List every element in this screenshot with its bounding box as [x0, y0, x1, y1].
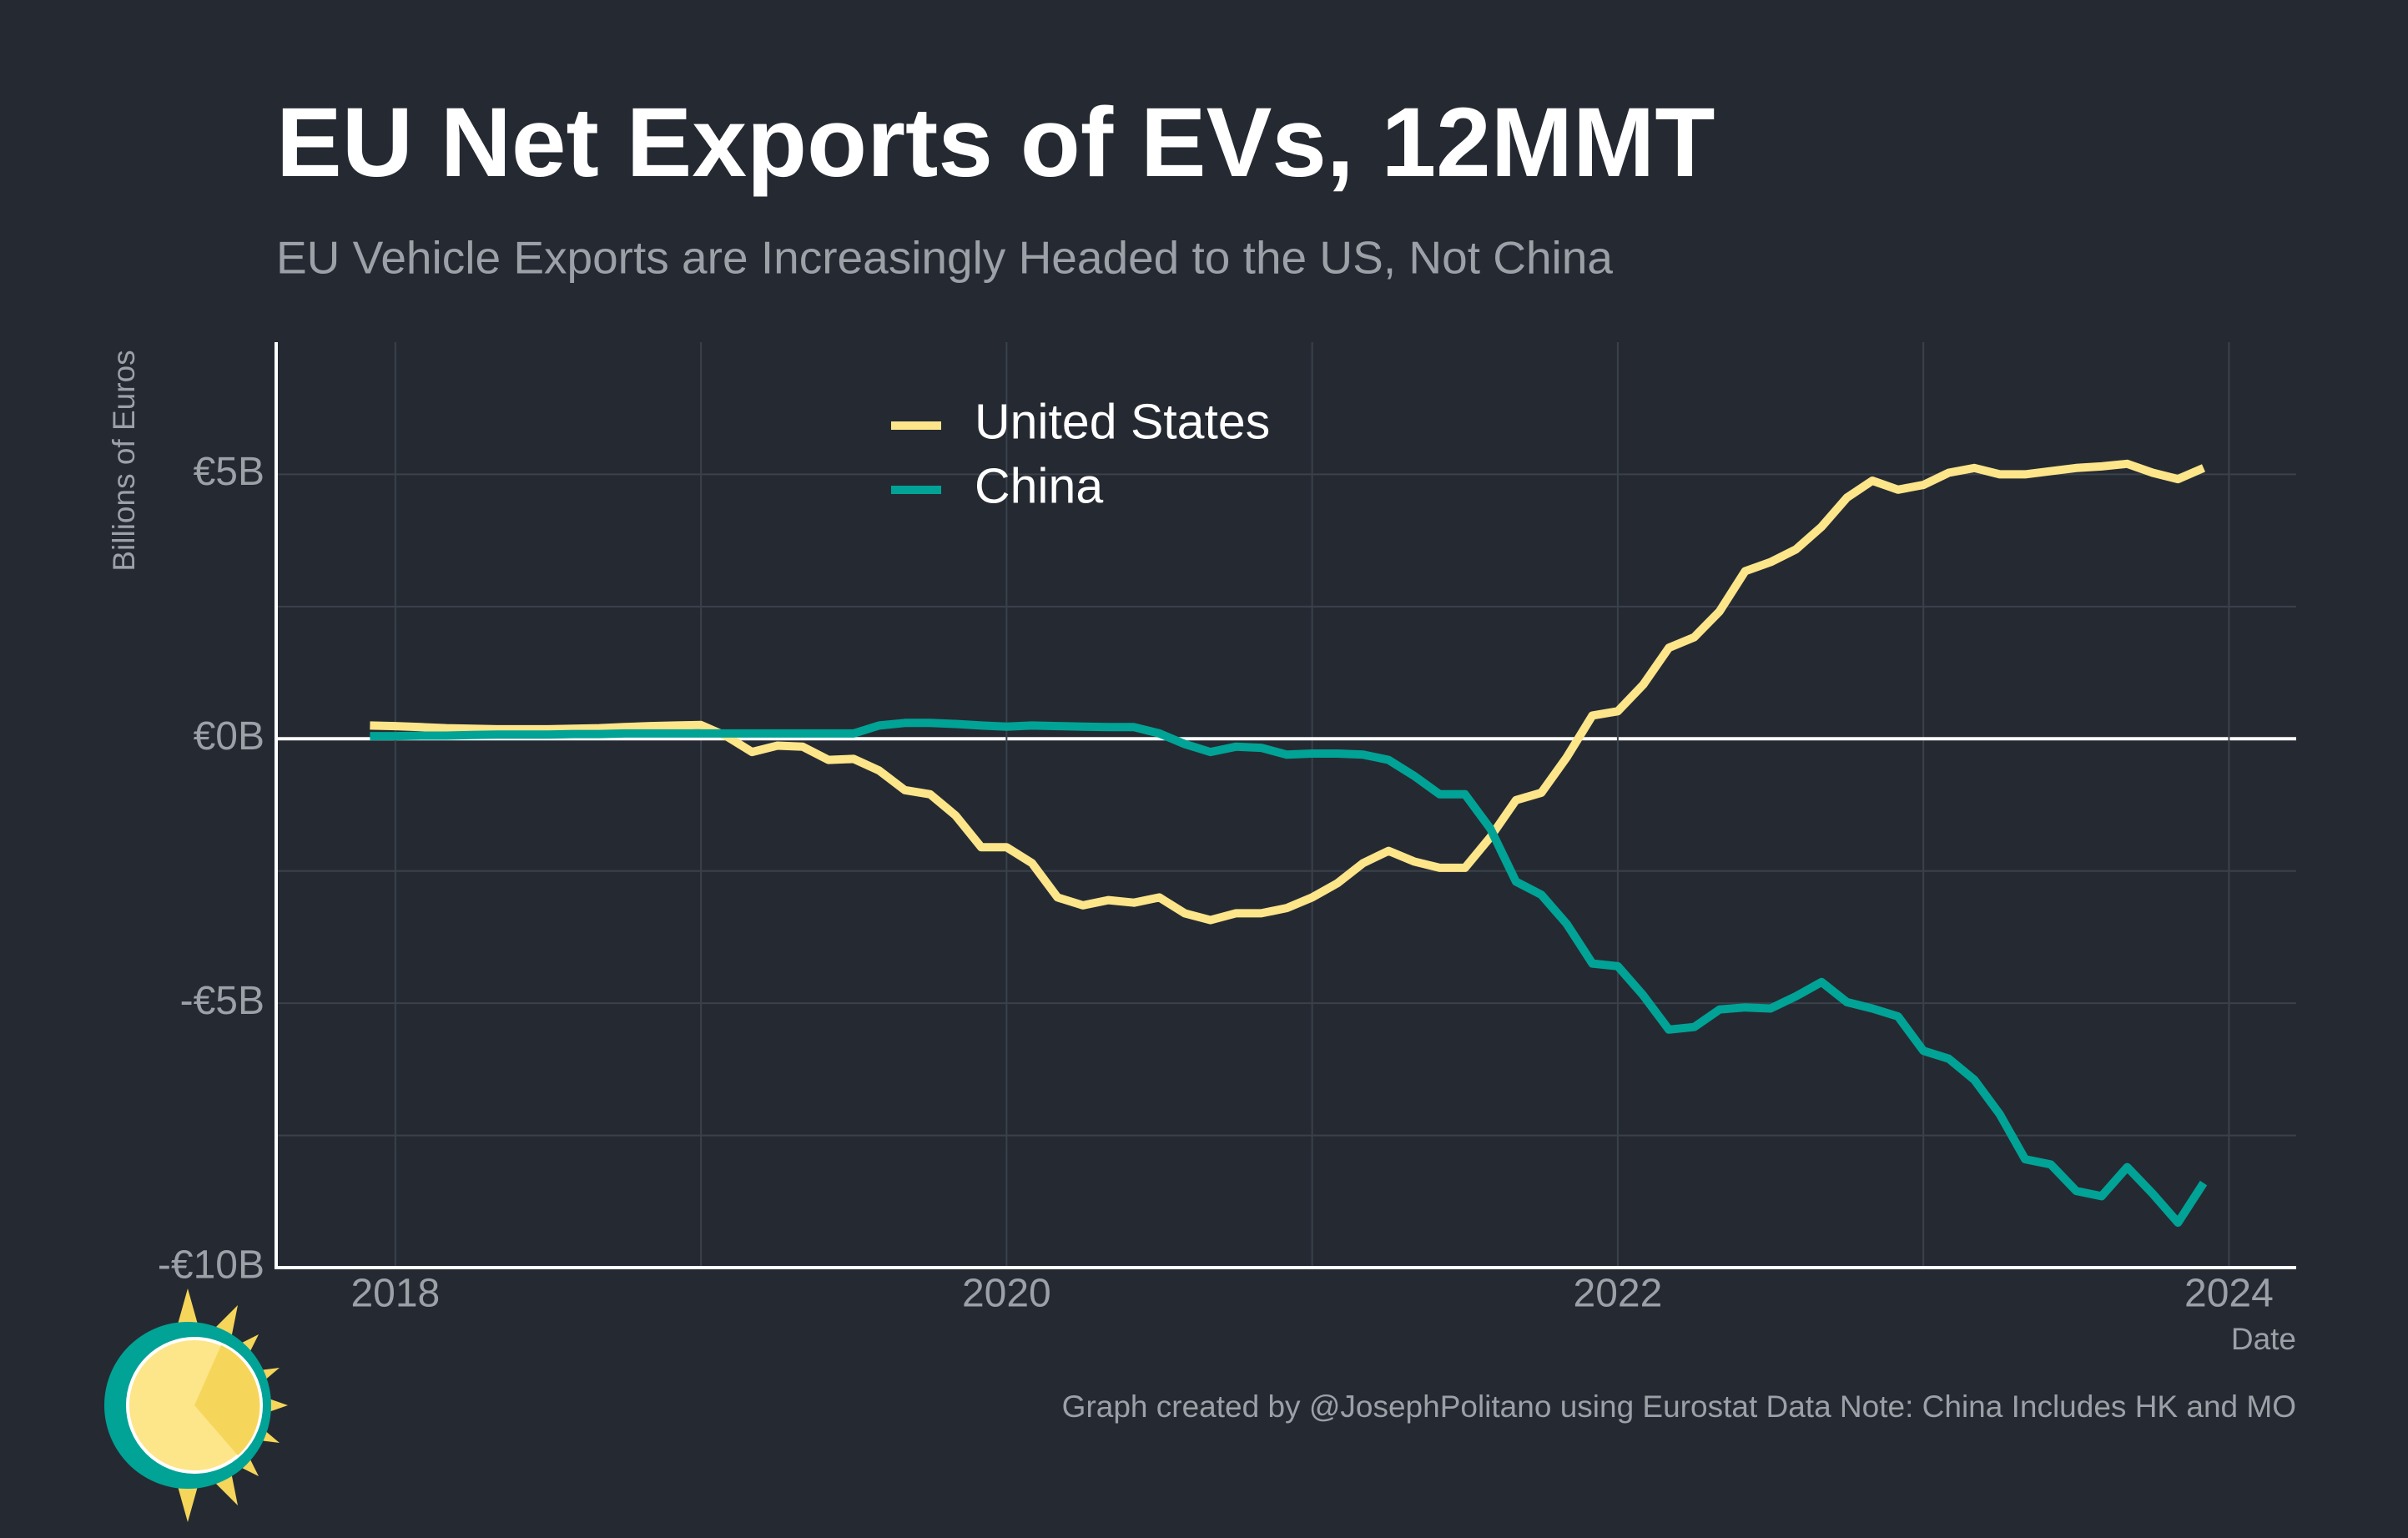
- logo: [104, 1288, 288, 1522]
- x-tick-label: 2020: [962, 1272, 1051, 1316]
- x-tick-label: 2018: [350, 1272, 440, 1316]
- y-tick-label: -€5B: [180, 979, 264, 1023]
- legend-label: United States: [975, 395, 1270, 450]
- series-line: [370, 459, 2205, 925]
- chart-subtitle: EU Vehicle Exports are Increasingly Head…: [276, 232, 1613, 284]
- caption: Graph created by @JosephPolitano using E…: [1062, 1389, 2296, 1424]
- series-line: [370, 719, 2208, 1228]
- y-tick-label: €0B: [194, 714, 264, 759]
- y-tick-label: €5B: [194, 450, 264, 494]
- x-tick-label: 2022: [1574, 1272, 1663, 1316]
- x-tick-label: 2024: [2184, 1272, 2274, 1316]
- legend-label: China: [975, 459, 1103, 514]
- y-tick-label: -€10B: [158, 1243, 264, 1288]
- chart-title: EU Net Exports of EVs, 12MMT: [276, 88, 1715, 198]
- x-axis-label: Date: [2231, 1322, 2296, 1356]
- y-axis-label: Billions of Euros: [107, 350, 141, 571]
